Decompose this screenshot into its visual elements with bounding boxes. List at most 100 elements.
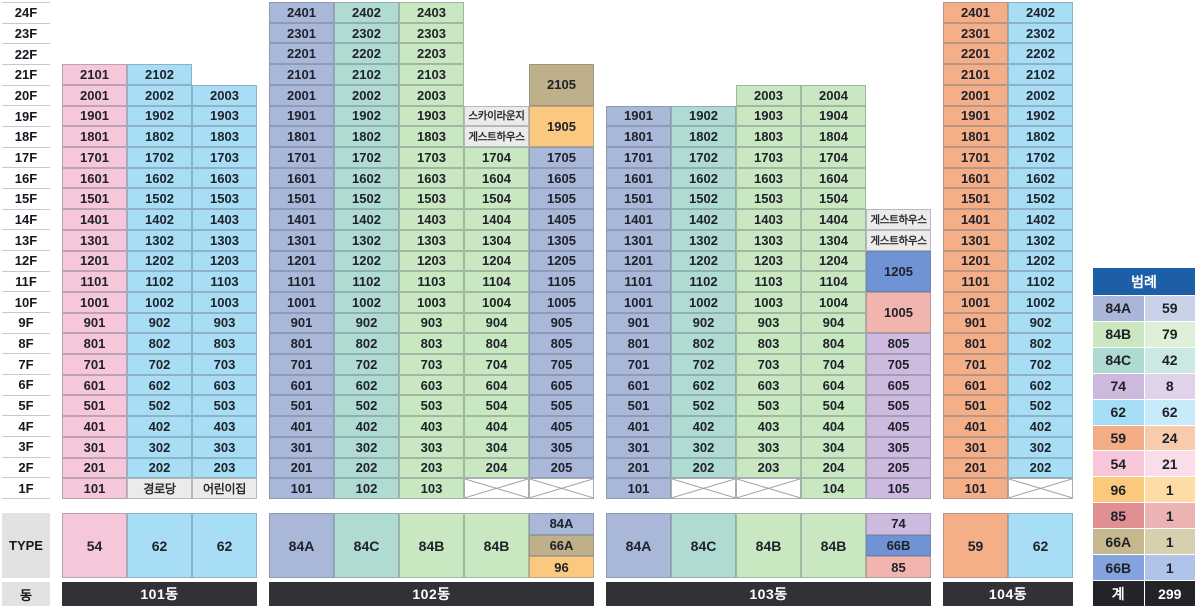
unit-cell: 902 [334,312,399,334]
unit-cell: 402 [334,416,399,437]
crossed-x-icon [672,479,735,498]
unit-cell: 301 [269,436,334,458]
legend-type-count: 62 [1144,399,1195,425]
unit-cell: 201 [269,457,334,479]
legend-row-59: 59 24 [1093,425,1195,451]
unit-cell: 101 [606,478,671,499]
unit-cell: 1503 [736,188,801,210]
unit-cell: 202 [671,457,736,479]
floor-label: 5F [2,396,50,417]
unit-cell: 202 [127,457,192,479]
unit-cell: 301 [606,436,671,458]
legend-row-54: 54 21 [1093,451,1195,477]
unit-cell: 1302 [1008,229,1073,251]
unit-cell: 1004 [801,291,866,313]
unit-cell: 501 [943,395,1008,417]
floor-label: 2F [2,458,50,479]
unit-cell: 1802 [127,126,192,147]
legend-type-count: 1 [1144,555,1195,581]
unit-cell: 2302 [334,22,399,44]
unit-cell: 1705 [529,146,594,168]
unit-cell: 1602 [127,167,192,189]
unit-cell: 803 [192,333,257,355]
unit-cell: 1301 [943,229,1008,251]
unit-cell: 701 [606,354,671,375]
unit-cell: 502 [127,395,192,417]
legend-row-96: 96 1 [1093,477,1195,503]
unit-cell: 1003 [399,291,464,313]
unit-cell: 1104 [464,271,529,292]
unit-cell: 303 [192,436,257,458]
unit-cell: 1901 [606,105,671,127]
unit-cell: 1603 [736,167,801,189]
unit-cell: 503 [736,395,801,417]
unit-cell: 1103 [399,271,464,292]
unit-cell: 1903 [192,105,257,127]
unit-cell: 801 [62,333,127,355]
unit-cell: 1601 [606,167,671,189]
floor-label: 23F [2,24,50,45]
unit-cell: 1605 [529,167,594,189]
unit-cell: 1703 [736,146,801,168]
unit-cell: 1303 [192,229,257,251]
unit-cell: 1001 [606,291,671,313]
unit-cell: 2402 [334,2,399,23]
floor-label: 11F [2,272,50,293]
unit-cell: 401 [62,416,127,437]
legend-row-66B: 66B 1 [1093,555,1195,581]
unit-cell: 101 [62,478,127,499]
unit-cell: 702 [671,354,736,375]
type-cell: 84A [269,513,334,578]
floor-label: 21F [2,65,50,86]
unit-cell: 702 [1008,354,1073,375]
floor-label: 3F [2,437,50,458]
dong-row-label: 동 [2,582,50,606]
unit-cell: 1601 [943,167,1008,189]
floor-label: 12F [2,251,50,272]
unit-cell: 2201 [269,43,334,65]
buildings-area: 2101 2001 1901 1801 1701 1601 1501 1401 1301 1201… [62,2,1085,606]
unit-cell: 704 [464,354,529,375]
unit-cell: 1502 [1008,188,1073,210]
unit-cell: 705 [529,354,594,375]
unit-cell: 1401 [269,209,334,230]
unit-cell: 201 [943,457,1008,479]
unit-cell: 101 [943,478,1008,499]
unit-cell: 2002 [127,84,192,106]
crossed-x-icon [737,479,800,498]
unit-cell: 802 [127,333,192,355]
unit-cell: 2203 [399,43,464,65]
unit-cell: 1903 [399,105,464,127]
type-stack: 84A 66A 96 [529,513,594,578]
unit-cell: 1401 [606,209,671,230]
unit-cell: 1601 [62,167,127,189]
unit-cell: 1201 [269,250,334,272]
unit-cell: 601 [269,374,334,396]
legend-type-count: 1 [1144,503,1195,529]
unit-cell: 2101 [62,64,127,85]
unit-cell: 1502 [334,188,399,210]
unit-cell: 402 [671,416,736,437]
type-cell: 84C [671,513,736,578]
unit-cell: 1401 [62,209,127,230]
unit-cell: 1902 [671,105,736,127]
unit-cell: 1403 [399,209,464,230]
unit-cell: 2303 [399,22,464,44]
unit-cell: 701 [943,354,1008,375]
unit-cell: 204 [801,457,866,479]
unit-cell: 2202 [1008,43,1073,65]
legend-total-count: 299 [1144,581,1195,606]
unit-cell: 904 [464,312,529,334]
unit-cell: 1205 [866,250,931,292]
unit-cell: 1404 [464,209,529,230]
legend-type-label: 96 [1093,477,1144,503]
unit-cell: 201 [62,457,127,479]
unit-cell: 704 [801,354,866,375]
legend-type-label: 84B [1093,321,1144,347]
unit-cell: 801 [269,333,334,355]
unit-cell: 202 [1008,457,1073,479]
unit-cell: 602 [334,374,399,396]
unit-cell: 302 [334,436,399,458]
unit-cell: 2301 [269,22,334,44]
